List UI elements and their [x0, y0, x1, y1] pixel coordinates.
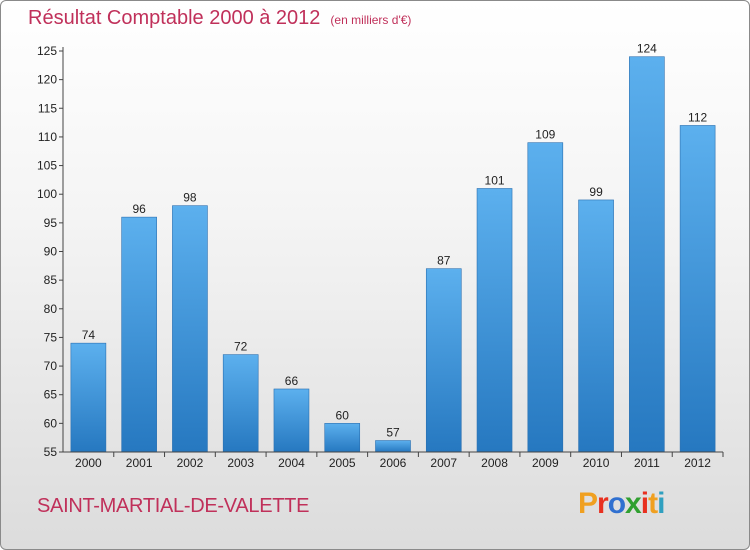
place-name: SAINT-MARTIAL-DE-VALETTE — [37, 495, 310, 517]
logo-letter: r — [597, 487, 609, 520]
bar — [121, 216, 157, 453]
data-label: 109 — [535, 128, 555, 142]
logo-letter: i — [640, 487, 649, 520]
bar — [222, 354, 259, 453]
y-tick-label: 125 — [37, 44, 57, 58]
x-axis: 2000 2001 2002 2003 2004 2005 2006 2007 2008 2009… — [63, 451, 724, 470]
data-label: 98 — [183, 191, 197, 205]
y-tick-label: 115 — [38, 101, 57, 115]
x-tick-label: 2009 — [532, 456, 559, 470]
y-tick-label: 75 — [44, 330, 58, 344]
logo-letter: P — [578, 487, 598, 520]
y-tick-label: 100 — [37, 187, 57, 201]
x-tick-label: 2000 — [75, 456, 102, 470]
x-tick-label: 2008 — [481, 456, 508, 470]
y-tick-label: 60 — [44, 416, 58, 430]
x-tick-label: 2010 — [583, 456, 610, 470]
data-label: 96 — [132, 202, 146, 216]
y-axis: 55 60 65 70 75 80 85 90 95 100 105 110 115 120 125 — [37, 44, 64, 459]
logo-letter: t — [648, 487, 658, 520]
bars-group: 74 96 98 72 66 60 57 87 101 109 99 124 112 — [70, 42, 716, 453]
y-tick-label: 70 — [44, 359, 58, 373]
data-label: 99 — [589, 185, 603, 199]
data-label: 124 — [637, 42, 657, 56]
y-tick-label: 65 — [44, 388, 58, 402]
bar — [425, 268, 462, 453]
y-tick-label: 110 — [38, 130, 57, 144]
data-label: 66 — [285, 374, 299, 388]
y-tick-label: 120 — [37, 73, 57, 87]
bar — [527, 142, 564, 453]
y-tick-label: 90 — [44, 245, 58, 259]
data-label: 112 — [688, 110, 707, 124]
x-tick-label: 2005 — [329, 456, 356, 470]
bar — [273, 388, 310, 453]
proxiti-logo: Proxiti — [578, 487, 665, 521]
bar — [629, 56, 665, 453]
x-tick-label: 2001 — [126, 456, 153, 470]
x-tick-label: 2002 — [177, 456, 204, 470]
x-tick-label: 2007 — [430, 456, 457, 470]
y-tick-label: 80 — [44, 302, 58, 316]
data-label: 72 — [234, 340, 248, 354]
x-tick-label: 2004 — [278, 456, 305, 470]
bar — [578, 199, 614, 453]
bar — [476, 188, 513, 453]
data-label: 87 — [437, 254, 451, 268]
x-tick-label: 2003 — [227, 456, 254, 470]
bar — [679, 125, 716, 453]
data-label: 74 — [82, 328, 96, 342]
bar — [172, 205, 208, 453]
title-text: Résultat Comptable 2000 à 2012 — [28, 7, 321, 29]
chart-subtitle: (en milliers d'€) — [330, 13, 412, 27]
logo-letter: i — [657, 487, 665, 520]
x-tick-label: 2011 — [634, 456, 660, 470]
y-tick-label: 95 — [44, 216, 58, 230]
data-label: 57 — [386, 426, 400, 440]
data-label: 101 — [485, 173, 505, 187]
data-label: 60 — [336, 408, 350, 422]
logo-letter: x — [625, 487, 642, 520]
x-tick-label: 2012 — [684, 456, 711, 470]
bar — [324, 423, 361, 453]
y-tick-label: 105 — [37, 159, 57, 173]
chart-title: Résultat Comptable 2000 à 2012 (en millie… — [28, 7, 411, 30]
x-tick-label: 2006 — [380, 456, 407, 470]
y-tick-label: 55 — [44, 445, 58, 459]
logo-letter: o — [607, 487, 626, 520]
bar — [375, 440, 411, 453]
y-tick-label: 85 — [44, 273, 58, 287]
bar — [70, 342, 107, 453]
